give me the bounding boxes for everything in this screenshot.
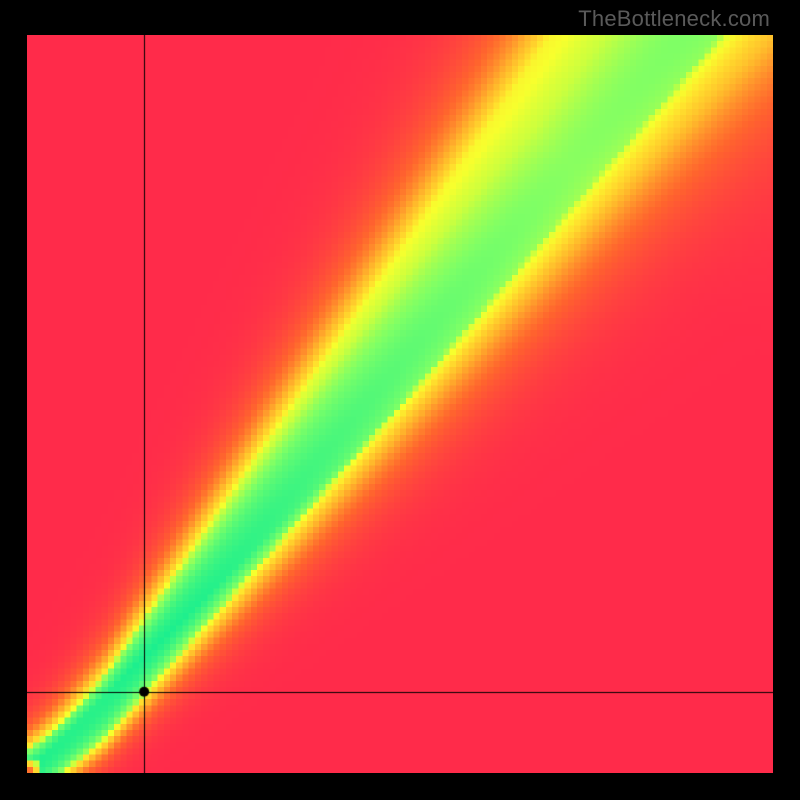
plot-area	[27, 35, 773, 773]
bottleneck-heatmap	[27, 35, 773, 773]
watermark-text: TheBottleneck.com	[578, 6, 770, 32]
